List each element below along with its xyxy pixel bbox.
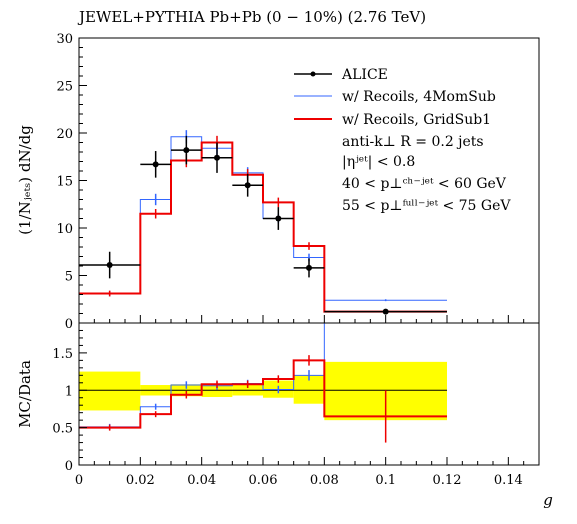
xtick-label-4: 0.08 xyxy=(310,473,339,488)
alice-point-0 xyxy=(106,262,113,269)
legend-label-gridsub1: w/ Recoils, GridSub1 xyxy=(342,112,491,128)
main-panel: 0 5 10 15 20 25 30 (1/Nⱼₑₜₛ) dN/dg ALICE w/ Re… xyxy=(16,32,540,332)
legend: ALICE w/ Recoils, 4MomSub w/ Recoils, Gr… xyxy=(294,67,496,128)
info-line-full-jet: 55 < p⊥ᶠᵘˡˡ⁻ʲᵉᵗ < 75 GeV xyxy=(342,198,511,214)
ratio-hist-gridsub1 xyxy=(79,359,447,429)
info-line-eta: |ηʲᵉᵗ| < 0.8 xyxy=(342,154,415,170)
alice-point-6 xyxy=(306,264,312,271)
legend-entry-gridsub1: w/ Recoils, GridSub1 xyxy=(294,112,491,128)
xtick-label-5: 0.1 xyxy=(375,473,396,488)
alice-point-1 xyxy=(152,161,159,168)
info-line-ch-jet: 40 < p⊥ᶜʰ⁻ʲᵉᵗ < 60 GeV xyxy=(342,176,507,192)
ratio-ytick-label-3: 1.5 xyxy=(52,347,73,362)
x-ticks: 0 0.02 0.04 0.06 0.08 0.1 0.12 0.14 xyxy=(75,315,525,488)
ratio-y-axis-label: MC/Data xyxy=(16,360,34,428)
legend-entry-alice: ALICE xyxy=(294,67,388,83)
alice-point-7 xyxy=(382,308,389,315)
plot-title: JEWEL+PYTHIA Pb+Pb (0 − 10%) (2.76 TeV) xyxy=(77,8,426,26)
alice-point-5 xyxy=(275,215,282,222)
ratio-panel: 0 0.5 1 1.5 0 0.02 0.04 0.06 0.08 0.1 0.12 0.14 MC… xyxy=(16,315,553,509)
ratio-y-ticks: 0 0.5 1 1.5 xyxy=(52,329,87,474)
ratio-ytick-label-0: 0 xyxy=(65,459,73,474)
legend-entry-4momsub: w/ Recoils, 4MomSub xyxy=(294,89,496,105)
xtick-label-2: 0.04 xyxy=(187,473,216,488)
alice-point-4 xyxy=(244,182,251,189)
main-ytick-label-1: 5 xyxy=(65,270,73,285)
main-ytick-label-2: 10 xyxy=(56,222,73,237)
xtick-label-7: 0.14 xyxy=(494,473,523,488)
legend-label-4momsub: w/ Recoils, 4MomSub xyxy=(342,89,496,105)
main-plot-area xyxy=(79,130,447,315)
ratio-ytick-label-2: 1 xyxy=(65,384,73,399)
main-ytick-label-0: 0 xyxy=(65,317,73,332)
xtick-label-0: 0 xyxy=(75,473,83,488)
main-y-axis-label: (1/Nⱼₑₜₛ) dN/dg xyxy=(16,125,34,235)
ratio-band-bin-0 xyxy=(79,371,141,411)
main-ytick-label-5: 25 xyxy=(56,80,73,95)
legend-label-alice: ALICE xyxy=(341,67,388,83)
main-ytick-label-6: 30 xyxy=(56,32,73,47)
xtick-label-1: 0.02 xyxy=(126,473,155,488)
main-ytick-label-3: 15 xyxy=(56,175,73,190)
main-y-ticks: 0 5 10 15 20 25 30 xyxy=(56,32,87,332)
alice-point-3 xyxy=(214,154,220,161)
alice-point-2 xyxy=(183,147,190,154)
xtick-label-6: 0.12 xyxy=(433,473,462,488)
ratio-ytick-label-1: 0.5 xyxy=(52,422,73,437)
x-axis-label: g xyxy=(543,491,553,509)
ratio-plot-area xyxy=(79,322,447,443)
info-line-jets: anti-k⊥ R = 0.2 jets xyxy=(342,134,484,150)
xtick-label-3: 0.06 xyxy=(249,473,278,488)
main-ytick-label-4: 20 xyxy=(56,127,73,142)
jet-selection-info: anti-k⊥ R = 0.2 jets |ηʲᵉᵗ| < 0.8 40 < p… xyxy=(342,134,511,214)
